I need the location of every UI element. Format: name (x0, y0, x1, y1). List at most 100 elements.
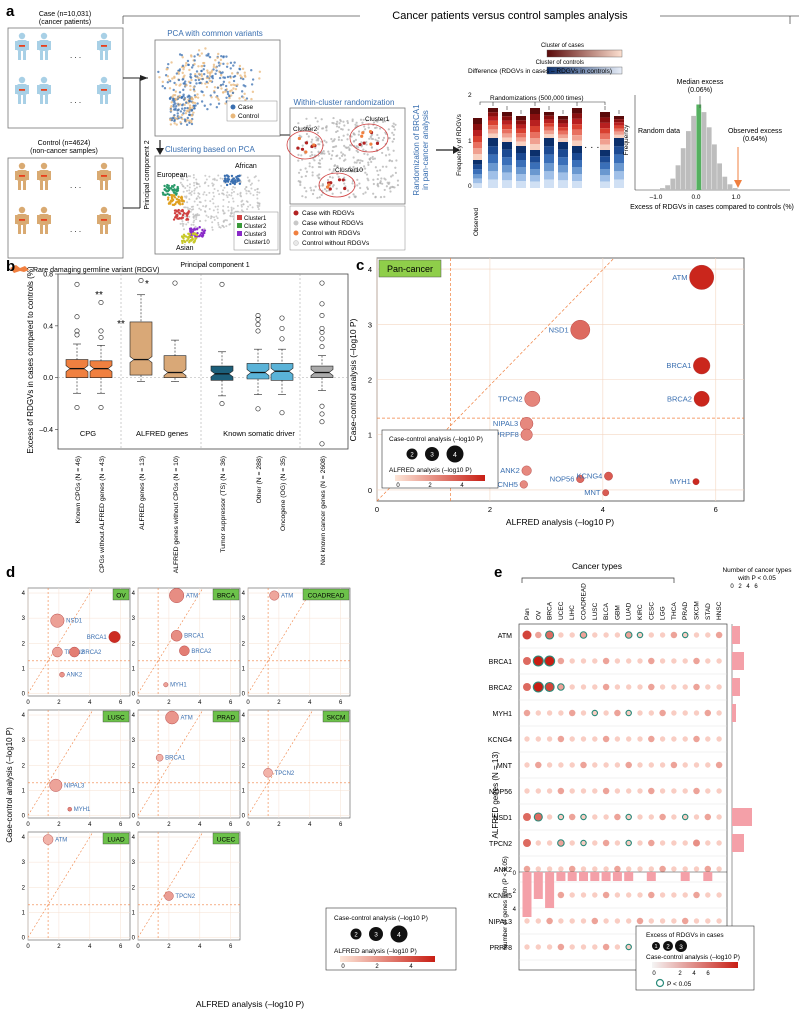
within-rdgv-dot (300, 147, 305, 151)
within-dot (309, 186, 312, 189)
pca-dot (195, 82, 198, 85)
legend-case-marker (230, 104, 236, 110)
e-dot (693, 683, 700, 691)
histogram-bar (691, 115, 696, 190)
e-dot (558, 710, 564, 716)
cluster-bg-dot (193, 184, 196, 187)
e-legend-size-3: 3 (679, 944, 683, 951)
e-dot (682, 710, 688, 716)
e-dot (614, 892, 621, 898)
within-dot (300, 175, 303, 178)
rand-bar-control-seg (502, 172, 512, 181)
within-dot (388, 153, 391, 156)
d-diagonal (137, 587, 204, 694)
control-person-leg (23, 225, 26, 234)
within-dot (356, 184, 359, 187)
e-dot (705, 840, 711, 846)
cluster-bg-dot (212, 195, 215, 198)
control-person-leg (18, 181, 21, 190)
d-ytick: 1 (132, 788, 136, 794)
e-dot (637, 866, 643, 872)
within-dot (375, 126, 378, 129)
cluster-bg-dot (186, 189, 189, 192)
pca-dot (187, 119, 191, 122)
b-outlier (172, 280, 178, 286)
panel-a-label: a (6, 3, 15, 20)
d-legend-size-title: Case-control analysis (–log10 P) (334, 915, 428, 922)
rand-bar-case-seg (488, 129, 498, 134)
within-dot (365, 173, 369, 176)
within-legend-control-rdgv: Control with RDGVs (302, 230, 361, 237)
cluster-dot (172, 203, 176, 207)
e-dot (637, 710, 643, 716)
e-column-header: PRAD (682, 602, 689, 620)
within-cluster-2: Cluster2 (293, 126, 318, 133)
difference-label: Difference (RDGVs in cases – RDGVs in co… (468, 68, 612, 75)
e-dot (535, 761, 542, 769)
within-dot (360, 141, 363, 144)
b-outlier (138, 277, 144, 283)
within-dot (346, 120, 349, 123)
pca-dot (210, 75, 213, 78)
within-dot (372, 121, 376, 124)
control-person-head (100, 206, 108, 214)
e-dot (533, 812, 543, 822)
within-dot (396, 183, 400, 187)
pca-dot (217, 52, 220, 56)
within-dot (357, 130, 361, 133)
pca-dot (192, 111, 195, 114)
cluster-dot (173, 211, 177, 215)
within-dot (395, 159, 398, 162)
within-dot (381, 120, 385, 123)
cluster-dot (183, 234, 186, 238)
within-dot (297, 153, 300, 156)
control-person-leg (45, 181, 48, 190)
rand-bar-case-seg (558, 130, 568, 135)
group-somatic-label: Known somatic driver (223, 429, 295, 438)
population-asian: Asian (176, 245, 194, 252)
histogram-bar (680, 148, 686, 190)
within-dot (338, 126, 341, 129)
pca-dot (215, 106, 219, 109)
b-outlier (219, 401, 225, 407)
within-dot (392, 133, 395, 136)
e-dot (671, 918, 677, 924)
observed-bar-control-seg (473, 160, 482, 165)
d-diagonal (137, 831, 204, 938)
cluster-bg-dot (194, 225, 197, 228)
pca-dot (229, 83, 233, 87)
control-person-arm (48, 171, 51, 180)
e-dot (592, 684, 598, 690)
within-dot (351, 182, 354, 185)
within-dot (297, 159, 300, 162)
within-dot (312, 189, 316, 192)
e-column-header: GBM (614, 605, 621, 620)
cluster-bg-dot (186, 201, 189, 204)
e-dot (535, 840, 541, 846)
e-dot (682, 840, 688, 846)
cluster-bg-dot (205, 204, 208, 207)
within-dot (376, 133, 379, 137)
within-cluster-10: Cluster10 (335, 167, 363, 174)
rand-bar-case-seg (502, 129, 512, 134)
d-xtick: 4 (308, 822, 312, 828)
d-ytick: 3 (242, 616, 246, 622)
within-dot (388, 159, 391, 162)
pca-dot (193, 104, 196, 108)
pca-dot (232, 75, 235, 79)
within-legend-case-rdgv: Case with RDGVs (302, 210, 355, 217)
within-dot (369, 156, 372, 160)
cluster-bg-dot (190, 190, 193, 193)
within-dot (304, 174, 307, 178)
right-bar-title-2: with P < 0.05 (737, 575, 776, 582)
within-dot (367, 126, 370, 129)
within-dot (341, 153, 345, 156)
e-dot (648, 866, 654, 872)
d-xtick: 6 (339, 822, 343, 828)
histogram-bar (722, 176, 728, 190)
e-bottom-bar (567, 872, 577, 881)
d-point-label: BRCA1 (87, 635, 108, 641)
d-title-box (102, 832, 130, 845)
e-dot (716, 710, 722, 716)
cluster-bg-dot (217, 205, 220, 208)
